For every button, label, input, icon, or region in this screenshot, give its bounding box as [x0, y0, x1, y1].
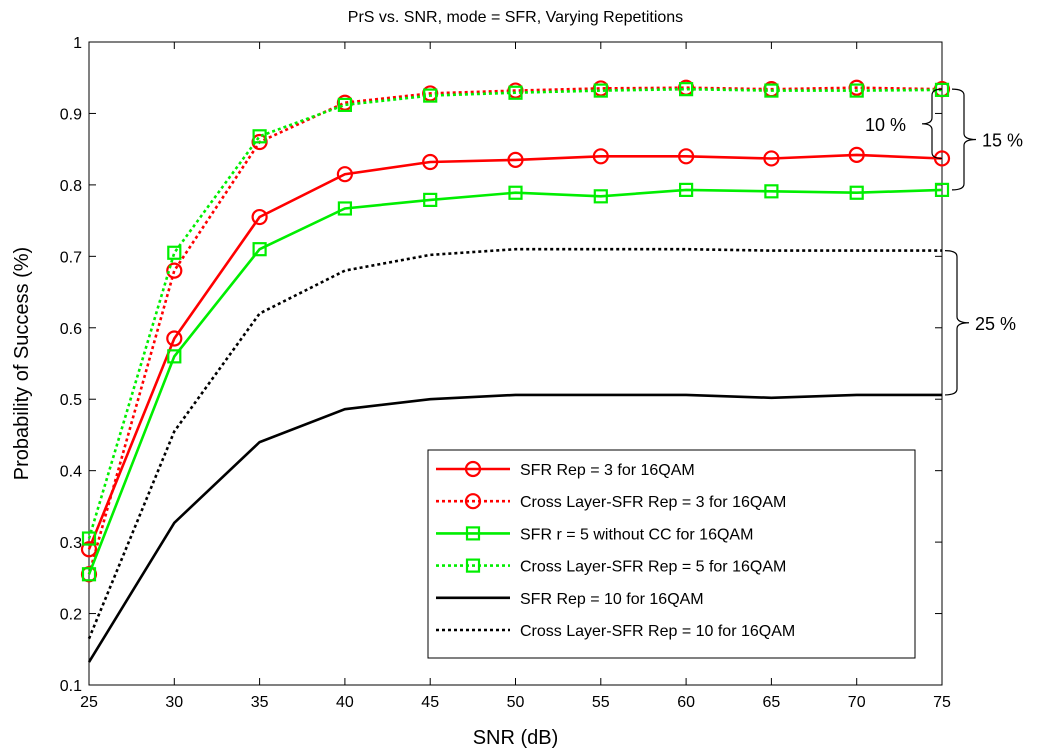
legend-entry: Cross Layer-SFR Rep = 3 for 16QAM [436, 493, 786, 511]
series [87, 247, 942, 640]
annotation-brace: 10 % [865, 88, 943, 160]
brace-shape [921, 88, 943, 160]
annotation-label: 15 % [982, 131, 1023, 151]
x-tick-label: 25 [80, 694, 98, 711]
annotation-brace: 25 % [944, 250, 1016, 396]
series-line [87, 188, 943, 575]
data-point [508, 185, 523, 200]
y-tick-label: 0.5 [60, 392, 82, 409]
data-point [508, 85, 523, 100]
data-point [763, 150, 780, 167]
data-point [593, 189, 608, 204]
data-point [337, 201, 352, 216]
data-point [252, 129, 267, 144]
data-point [337, 97, 352, 112]
x-tick-label: 40 [336, 694, 354, 711]
data-point [251, 208, 268, 226]
legend-label: SFR r = 5 without CC for 16QAM [520, 526, 753, 543]
y-tick-label: 0.1 [60, 678, 82, 695]
data-point [677, 148, 695, 165]
data-point [336, 166, 353, 183]
legend-label: Cross Layer-SFR Rep = 5 for 16QAM [520, 559, 786, 576]
data-point [464, 460, 482, 478]
data-point [678, 82, 694, 97]
x-axis-label: SNR (dB) [473, 727, 559, 749]
y-tick-label: 0.4 [60, 464, 82, 481]
series-layer [80, 79, 951, 663]
data-point [464, 493, 482, 510]
y-axis-label: Probability of Success (%) [11, 247, 33, 480]
y-tick-label: 0.2 [60, 607, 82, 624]
data-point [422, 153, 439, 171]
data-point [507, 151, 524, 168]
data-point [849, 185, 864, 200]
data-point [678, 182, 694, 197]
legend-box [427, 449, 916, 659]
data-point [933, 150, 951, 167]
legend-label: Cross Layer-SFR Rep = 10 for 16QAM [520, 623, 795, 640]
data-point [81, 531, 97, 546]
y-tick-label: 0.7 [60, 249, 82, 266]
data-point [423, 192, 438, 207]
y-tick-label: 0.6 [60, 321, 82, 338]
data-point [423, 88, 438, 103]
data-point [252, 242, 267, 257]
series-line [87, 87, 943, 539]
series-line [87, 393, 942, 663]
legend-label: SFR Rep = 10 for 16QAM [520, 591, 704, 608]
legend-entry: SFR r = 5 without CC for 16QAM [436, 526, 753, 543]
annotation-brace: 15 % [951, 88, 1023, 191]
data-point [593, 83, 608, 98]
data-point [764, 184, 779, 199]
x-tick-label: 50 [507, 694, 525, 711]
data-point [166, 262, 183, 279]
data-point [764, 83, 779, 98]
data-point [848, 146, 865, 163]
x-tick-label: 55 [592, 694, 610, 711]
data-point [592, 148, 609, 165]
series [81, 182, 950, 582]
x-tick-label: 75 [933, 694, 951, 711]
chart-title: PrS vs. SNR, mode = SFR, Varying Repetit… [348, 9, 683, 26]
y-tick-label: 1 [73, 35, 82, 52]
x-tick-label: 65 [763, 694, 781, 711]
series-line [87, 247, 942, 640]
annotation-layer: 10 % 15 % 25 % [865, 88, 1023, 396]
legend-entry: Cross Layer-SFR Rep = 10 for 16QAM [436, 623, 795, 640]
data-point [465, 526, 481, 541]
data-point [167, 245, 182, 260]
annotation-label: 10 % [865, 115, 906, 135]
series [87, 393, 942, 663]
y-tick-label: 0.3 [60, 535, 82, 552]
x-tick-label: 60 [677, 694, 695, 711]
legend-entry: SFR Rep = 3 for 16QAM [436, 460, 695, 479]
brace-shape [951, 88, 977, 191]
legend-entry: SFR Rep = 10 for 16QAM [436, 591, 704, 608]
data-point [849, 83, 864, 98]
data-point [167, 349, 182, 364]
y-tick-label: 0.9 [60, 106, 82, 123]
legend-label: Cross Layer-SFR Rep = 3 for 16QAM [520, 494, 786, 511]
data-point [465, 558, 481, 573]
legend: SFR Rep = 3 for 16QAM Cross Layer-SFR Rep… [427, 449, 916, 659]
x-tick-label: 70 [848, 694, 866, 711]
series-line [87, 153, 943, 550]
data-point [934, 182, 950, 197]
y-tick-label: 0.8 [60, 178, 82, 195]
axis-ticks: 25 30 35 40 45 50 55 60 65 70 75 0.1 0.2 0.3 0.4 0.5 0.6… [60, 35, 951, 711]
x-tick-label: 30 [165, 694, 183, 711]
data-point [166, 330, 183, 347]
data-point [81, 567, 97, 582]
series [81, 82, 950, 546]
x-tick-label: 35 [251, 694, 269, 711]
annotation-label: 25 % [975, 314, 1016, 334]
x-tick-label: 45 [421, 694, 439, 711]
series [80, 146, 951, 558]
series-line [87, 86, 943, 575]
legend-entry: Cross Layer-SFR Rep = 5 for 16QAM [436, 558, 786, 576]
legend-label: SFR Rep = 3 for 16QAM [520, 462, 695, 479]
brace-shape [944, 250, 970, 396]
